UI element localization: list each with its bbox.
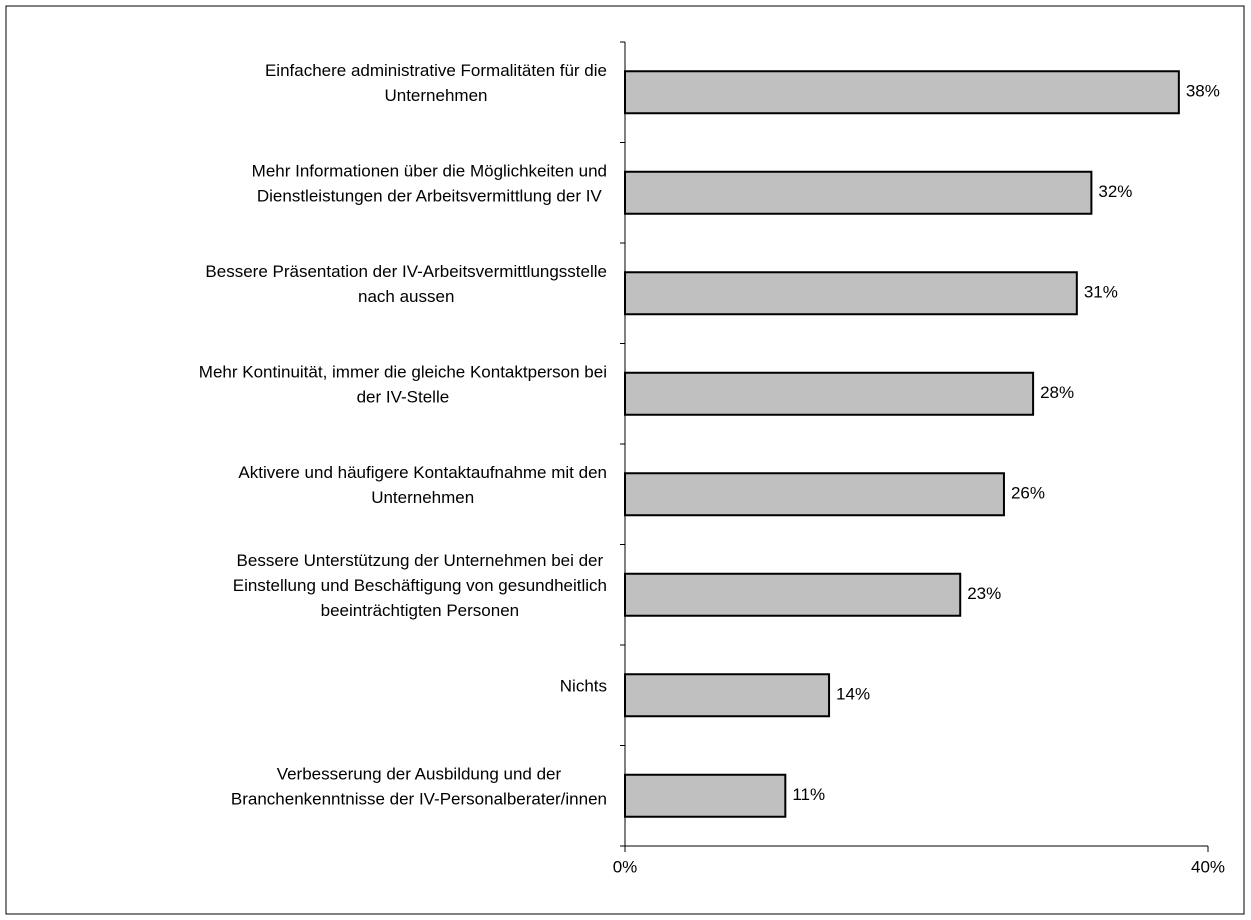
- y-tick-label: nach aussen: [358, 287, 454, 306]
- y-tick-label: Mehr Informationen über die Möglichkeite…: [252, 162, 607, 181]
- y-tick-label: beeinträchtigten Personen: [321, 601, 519, 620]
- y-tick-label: Unternehmen: [384, 86, 487, 105]
- chart-border: [5, 5, 1245, 915]
- value-label: 23%: [967, 584, 1001, 603]
- value-label: 26%: [1011, 484, 1045, 503]
- y-tick-label: Branchenkenntnisse der IV-Personalberate…: [231, 790, 607, 809]
- bar: [624, 70, 1180, 115]
- y-tick-label: Bessere Präsentation der IV-Arbeitsvermi…: [205, 262, 607, 281]
- bar: [624, 371, 1035, 416]
- y-tick-label: Einstellung und Beschäftigung von gesund…: [233, 576, 607, 595]
- bar: [624, 773, 787, 818]
- value-label: 32%: [1098, 182, 1132, 201]
- bar: [624, 472, 1005, 517]
- value-label: 38%: [1186, 82, 1220, 101]
- value-label: 31%: [1084, 283, 1118, 302]
- y-tick-label: Aktivere und häufigere Kontaktaufnahme m…: [238, 463, 607, 482]
- bar: [624, 673, 831, 718]
- y-tick-label: Unternehmen: [371, 488, 474, 507]
- y-tick-label: Einfachere administrative Formalitäten f…: [265, 61, 607, 80]
- value-label: 11%: [792, 785, 825, 804]
- bar: [624, 572, 962, 617]
- y-tick-label: Verbesserung der Ausbildung und der: [277, 765, 562, 784]
- value-label: 28%: [1040, 383, 1074, 402]
- value-label: 14%: [836, 685, 870, 704]
- y-tick-label: Mehr Kontinuität, immer die gleiche Kont…: [199, 363, 607, 382]
- y-tick-label: Dienstleistungen der Arbeitsvermittlung …: [257, 187, 603, 206]
- bar: [624, 271, 1078, 316]
- x-tick-label: 0%: [613, 857, 638, 876]
- y-tick-label: Bessere Unterstützung der Unternehmen be…: [237, 551, 604, 570]
- y-tick-label: der IV-Stelle: [357, 388, 450, 407]
- bar: [624, 170, 1093, 215]
- x-tick-label: 40%: [1191, 857, 1225, 876]
- y-tick-label: Nichts: [560, 677, 607, 696]
